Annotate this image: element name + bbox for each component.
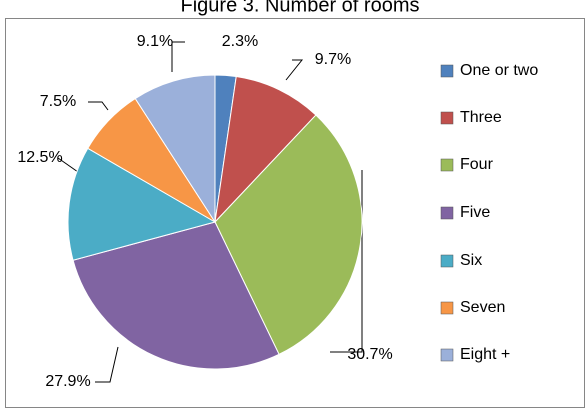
leader-line bbox=[95, 346, 119, 383]
leader-line bbox=[171, 41, 185, 72]
legend-swatch bbox=[440, 111, 454, 125]
pie-slice bbox=[72, 221, 280, 370]
legend-swatch bbox=[440, 206, 454, 220]
legend-label: Four bbox=[460, 156, 494, 173]
legend-label: Five bbox=[460, 204, 490, 221]
leader-line bbox=[285, 59, 304, 81]
pie-slice bbox=[67, 147, 217, 261]
data-label: 9.1% bbox=[137, 33, 173, 50]
data-label: 7.5% bbox=[40, 93, 76, 110]
data-label: 9.7% bbox=[315, 51, 351, 68]
pie-slice bbox=[134, 74, 216, 224]
data-label: 27.9% bbox=[45, 373, 90, 390]
data-label: 2.3% bbox=[222, 33, 258, 50]
data-label: 12.5% bbox=[17, 149, 62, 166]
legend-swatch bbox=[440, 254, 454, 268]
legend-label: Three bbox=[460, 109, 502, 126]
chart-title: Figure 3. Number of rooms bbox=[181, 0, 420, 16]
legend-label: Eight + bbox=[460, 346, 510, 363]
legend-swatch bbox=[440, 64, 454, 78]
legend-swatch bbox=[440, 158, 454, 172]
legend-label: Six bbox=[460, 252, 482, 269]
legend-swatch bbox=[440, 348, 454, 362]
legend-label: Seven bbox=[460, 299, 505, 316]
data-label: 30.7% bbox=[347, 346, 392, 363]
pie-slice bbox=[214, 75, 317, 224]
leader-line bbox=[57, 157, 79, 173]
legend-label: One or two bbox=[460, 62, 538, 79]
pie-slice bbox=[214, 114, 363, 355]
legend-swatch bbox=[440, 301, 454, 315]
leader-line bbox=[88, 101, 109, 111]
